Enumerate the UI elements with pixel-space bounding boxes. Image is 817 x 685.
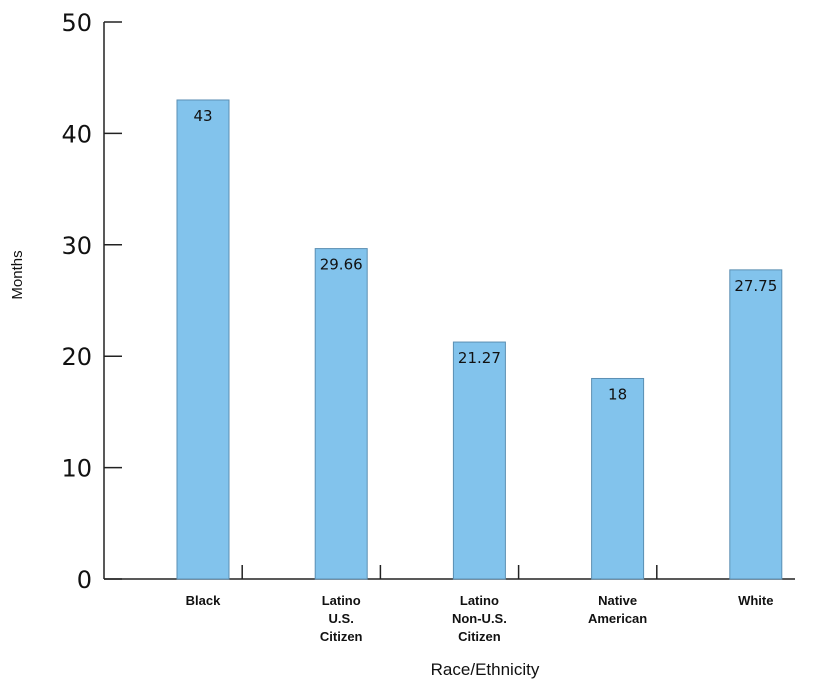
bar [591,377,645,580]
bar [176,99,230,580]
x-tick-label: White [738,593,773,608]
bar [729,269,783,580]
y-tick-label: 0 [77,566,92,594]
x-axis-title: Race/Ethnicity [431,660,540,679]
bar [314,248,368,580]
x-tick-label: Native American [588,593,647,626]
y-tick-label: 40 [61,120,92,148]
y-axis-title: Months [9,250,26,299]
data-label: 21.27 [458,349,501,367]
bars [176,99,783,580]
bar [452,341,506,580]
y-tick-label: 50 [61,9,92,37]
data-label: 27.75 [734,277,777,295]
data-label: 43 [193,107,212,125]
y-tick-label: 10 [61,455,92,483]
x-tick-label: Latino Non-U.S. Citizen [452,593,507,644]
data-label: 29.66 [320,256,363,274]
labels: 0 10 20 30 40 50 43 Black 29.66 Latino U.S. Citizen… [61,9,777,644]
x-tick-label: Latino U.S. Citizen [320,593,363,644]
data-label: 18 [608,385,627,403]
y-tick-label: 20 [61,343,92,371]
y-tick-label: 30 [61,232,92,260]
x-tick-label: Black [186,593,221,608]
